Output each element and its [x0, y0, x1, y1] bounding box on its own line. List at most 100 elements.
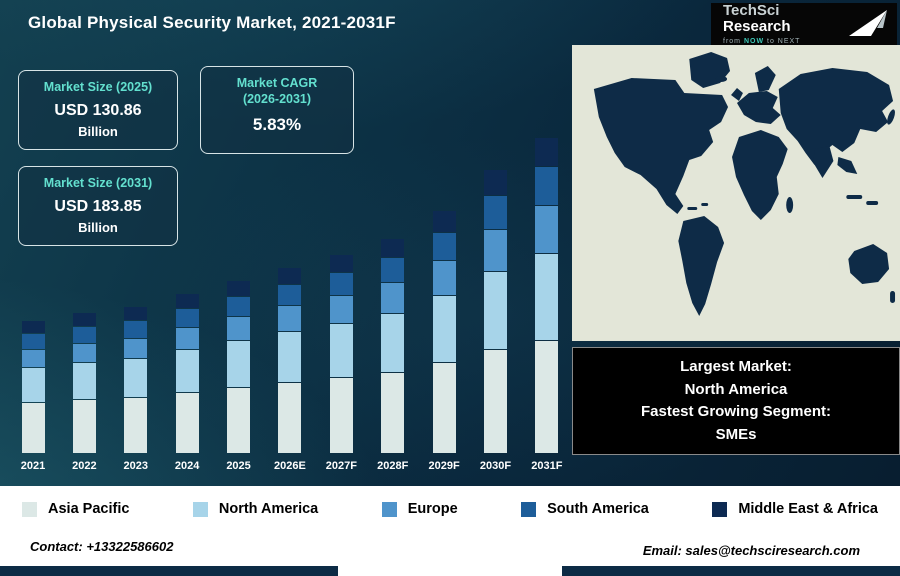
- bar-segment-europe: [278, 306, 302, 331]
- bar-segment-europe: [124, 339, 148, 358]
- bar-segment-north-america: [381, 314, 405, 372]
- x-axis-label: 2024: [174, 460, 200, 472]
- bar-segment-asia-pacific: [329, 378, 353, 453]
- bar-segment-asia-pacific: [21, 403, 45, 453]
- chart-legend: Asia Pacific North America Europe South Ame…: [0, 486, 900, 532]
- bar-column-2027f: 2027F: [322, 255, 360, 472]
- bar-segment-middle-east-africa: [432, 211, 456, 232]
- bar-segment-north-america: [124, 359, 148, 397]
- legend-label: Middle East & Africa: [738, 501, 878, 517]
- brand-logo: TechSci Research from NOW to NEXT: [711, 1, 897, 46]
- stat-label-line1: Market CAGR: [236, 76, 318, 90]
- bar-segment-north-america: [432, 296, 456, 362]
- bar-segment-middle-east-africa: [227, 281, 251, 296]
- legend-label: Europe: [407, 501, 458, 517]
- stacked-bar: [484, 170, 508, 453]
- bar-segment-north-america: [227, 341, 251, 387]
- bar-segment-middle-east-africa: [278, 268, 302, 284]
- footer-bar-right: [562, 566, 900, 576]
- chart-panel: Global Physical Security Market, 2021-20…: [0, 0, 900, 486]
- bar-segment-europe: [329, 296, 353, 323]
- legend-swatch-icon: [712, 501, 728, 517]
- stat-box-market-size-2031: Market Size (2031) USD 183.85 Billion: [18, 166, 178, 246]
- legend-item-asia-pacific: Asia Pacific: [22, 501, 129, 517]
- stat-label-line2: (2026-2031): [242, 91, 312, 106]
- bar-segment-south-america: [381, 258, 405, 282]
- stacked-bar: [175, 294, 199, 453]
- bar-segment-asia-pacific: [227, 388, 251, 453]
- bar-column-2023: 2023: [117, 307, 155, 472]
- contact-phone: Contact: +13322586602: [30, 539, 174, 554]
- brand-logo-text: TechSci Research from NOW to NEXT: [723, 1, 847, 46]
- bar-segment-europe: [72, 344, 96, 362]
- legend-swatch-icon: [521, 501, 537, 517]
- bar-segment-europe: [175, 328, 199, 349]
- stacked-bar: [535, 138, 559, 453]
- bar-segment-south-america: [124, 321, 148, 338]
- bar-column-2026e: 2026E: [271, 268, 309, 472]
- stat-value: USD 130.86: [54, 101, 142, 119]
- brand-name: TechSci Research: [723, 1, 847, 36]
- largest-market-note: Largest Market: North America Fastest Grow…: [572, 347, 900, 455]
- bar-segment-north-america: [72, 363, 96, 399]
- x-axis-label: 2030F: [479, 460, 512, 472]
- bar-segment-south-america: [484, 196, 508, 229]
- legend-swatch-icon: [22, 501, 37, 517]
- stat-label: Market Size (2025): [43, 80, 153, 94]
- bar-column-2025: 2025: [220, 281, 258, 472]
- x-axis-label: 2026E: [274, 460, 306, 472]
- bar-segment-north-america: [484, 272, 508, 349]
- bar-segment-asia-pacific: [278, 383, 302, 453]
- stat-unit: Billion: [78, 219, 118, 235]
- legend-swatch-icon: [192, 501, 208, 517]
- bar-segment-south-america: [21, 334, 45, 349]
- x-axis-label: 2028F: [377, 460, 409, 472]
- bar-segment-north-america: [329, 324, 353, 377]
- x-axis-label: 2029F: [428, 460, 460, 472]
- x-axis-label: 2023: [123, 460, 149, 472]
- note-line: North America: [684, 380, 788, 398]
- legend-item-north-america: North America: [192, 501, 319, 517]
- bar-chart: 2021 2022 2023 2024 2025 2026E 2027F 2028F 2029F…: [14, 138, 566, 472]
- stacked-bar: [124, 307, 148, 453]
- bar-segment-middle-east-africa: [535, 138, 559, 166]
- bar-column-2029f: 2029F: [425, 211, 463, 472]
- brand-name-part1: TechSci: [723, 1, 780, 19]
- tagline-pre: from: [723, 37, 744, 45]
- contact-email: Email: sales@techsciresearch.com: [642, 543, 860, 558]
- bar-segment-europe: [381, 283, 405, 313]
- x-axis-label: 2022: [72, 460, 97, 472]
- legend-label: South America: [547, 501, 649, 517]
- bar-segment-europe: [432, 261, 456, 295]
- bar-segment-asia-pacific: [432, 363, 456, 453]
- bar-column-2030f: 2030F: [477, 170, 515, 472]
- bar-segment-middle-east-africa: [175, 294, 199, 308]
- brand-name-part2: Research: [723, 18, 791, 36]
- legend-label: North America: [218, 501, 319, 517]
- bar-segment-north-america: [21, 368, 45, 402]
- bar-segment-middle-east-africa: [484, 170, 508, 195]
- stat-value: 5.83%: [252, 115, 302, 135]
- bar-segment-asia-pacific: [381, 373, 405, 453]
- bar-segment-asia-pacific: [124, 398, 148, 453]
- x-axis-label: 2027F: [325, 460, 357, 472]
- bar-segment-asia-pacific: [72, 400, 96, 453]
- world-map-image: [572, 45, 900, 341]
- stacked-bar: [432, 211, 456, 453]
- bar-column-2028f: 2028F: [374, 239, 412, 472]
- bar-segment-south-america: [227, 297, 251, 316]
- stacked-bar: [227, 281, 251, 453]
- legend-swatch-icon: [381, 501, 397, 517]
- bar-segment-europe: [484, 230, 508, 271]
- stat-label: Market Size (2031): [43, 176, 153, 190]
- bar-segment-south-america: [72, 327, 96, 343]
- bar-segment-middle-east-africa: [21, 321, 45, 333]
- bar-segment-middle-east-africa: [124, 307, 148, 320]
- tagline-post: to NEXT: [764, 37, 801, 45]
- bar-column-2031f: 2031F: [528, 138, 566, 472]
- legend-item-south-america: South America: [521, 501, 649, 517]
- stat-label: Market CAGR (2026-2031): [201, 76, 353, 107]
- bar-segment-europe: [227, 317, 251, 340]
- x-axis-label: 2025: [226, 460, 251, 472]
